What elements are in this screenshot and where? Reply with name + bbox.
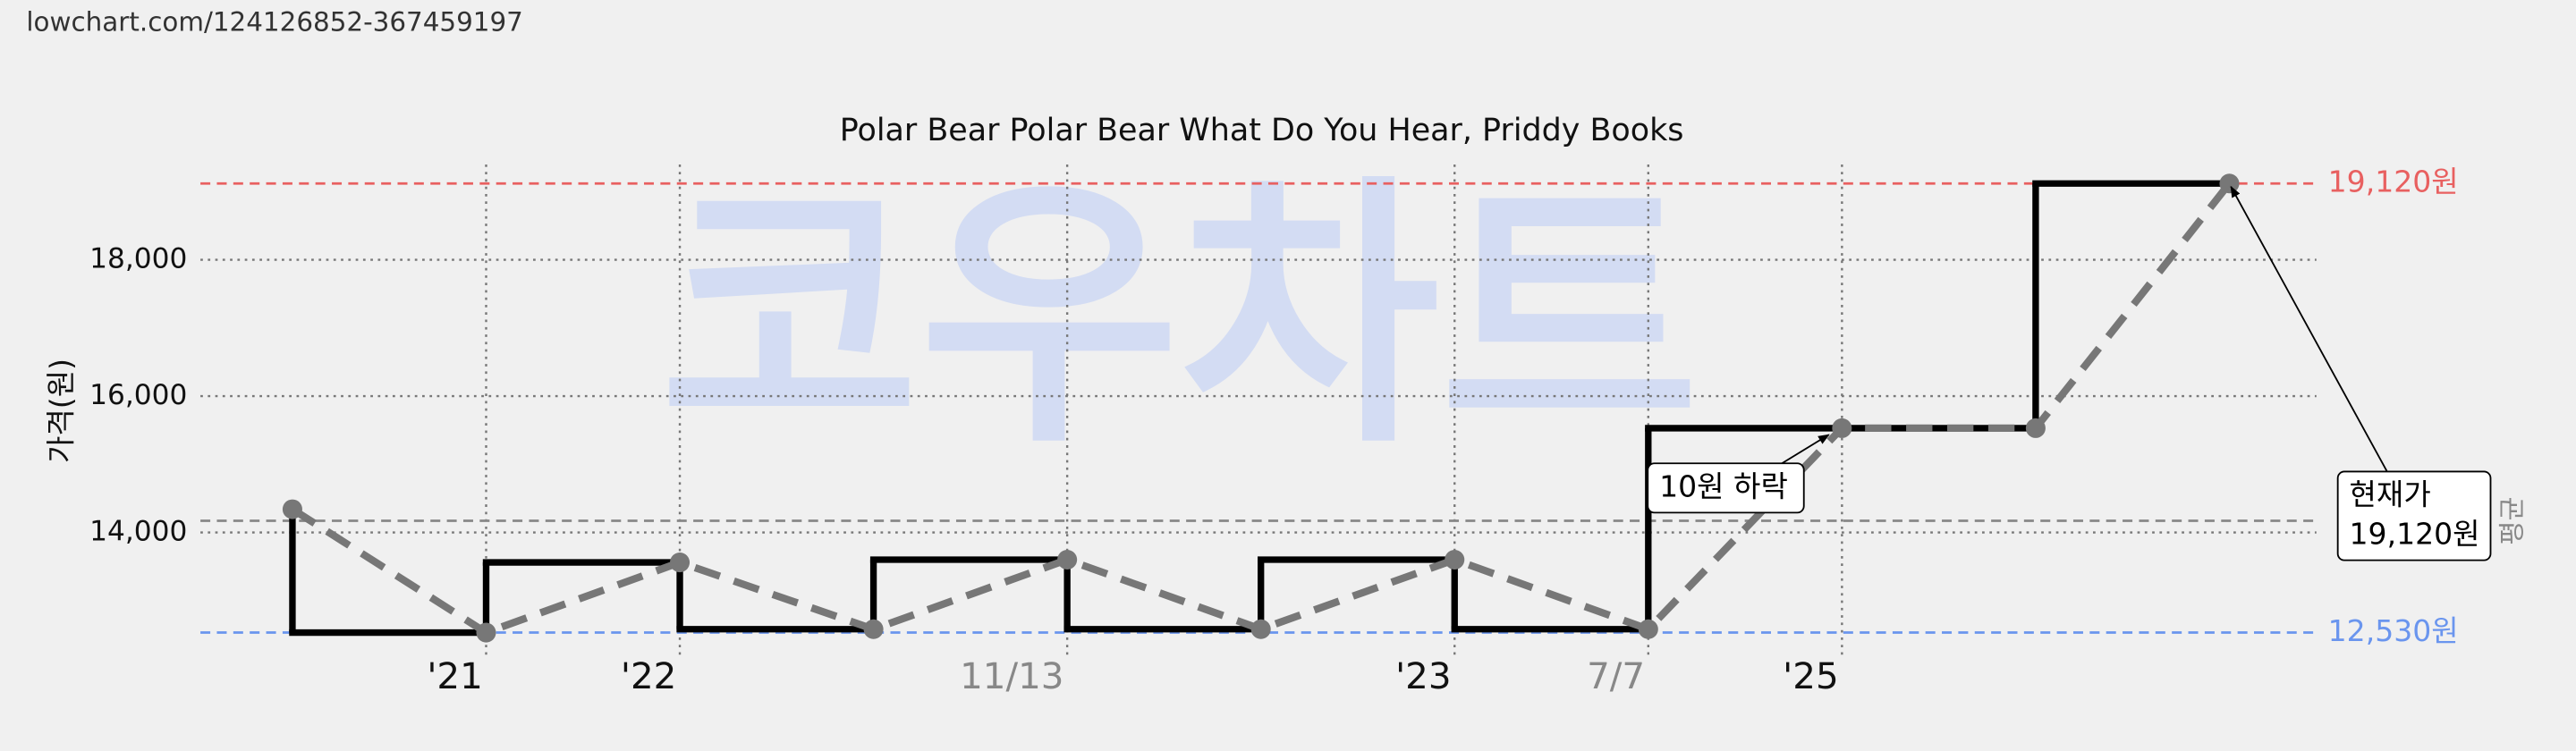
chart-title: Polar Bear Polar Bear What Do You Hear, … <box>840 113 1684 148</box>
source-url: lowchart.com/124126852-367459197 <box>26 7 523 38</box>
watermark: 코우차트 <box>660 152 1700 481</box>
point <box>863 619 884 639</box>
point <box>1057 549 1078 570</box>
x-tick-label: 11/13 <box>960 654 1063 697</box>
point <box>1638 619 1658 639</box>
annotation-arrow <box>2230 185 2388 472</box>
annotation-text: 현재가 <box>2350 477 2431 512</box>
point <box>476 622 496 643</box>
point <box>1250 619 1271 639</box>
annotation-text: 10원 하락 <box>1659 468 1788 503</box>
y-tick-label: 18,000 <box>89 243 187 275</box>
reference-label: 12,530원 <box>2328 613 2459 648</box>
y-tick-label: 16,000 <box>89 379 187 411</box>
annotation-arrow <box>1778 434 1830 466</box>
x-tick-label: '22 <box>621 654 676 697</box>
point <box>2219 173 2240 194</box>
annotation-box <box>2336 470 2492 561</box>
point <box>670 553 691 573</box>
point <box>2025 418 2046 438</box>
x-tick-label: '25 <box>1783 654 1839 697</box>
y-axis-label: 가격(원) <box>43 359 78 463</box>
annotation-text: 19,120원 <box>2350 517 2480 552</box>
x-tick-label: '23 <box>1395 654 1452 697</box>
reference-label: 평균 <box>2497 497 2528 545</box>
reference-label: 19,120원 <box>2328 165 2459 199</box>
point <box>1445 549 1465 570</box>
point <box>1832 418 1852 438</box>
x-tick-label: 7/7 <box>1587 654 1645 697</box>
point <box>282 499 302 519</box>
y-tick-label: 14,000 <box>89 516 187 548</box>
annotation-box <box>1647 462 1805 514</box>
x-tick-label: '21 <box>427 654 483 697</box>
